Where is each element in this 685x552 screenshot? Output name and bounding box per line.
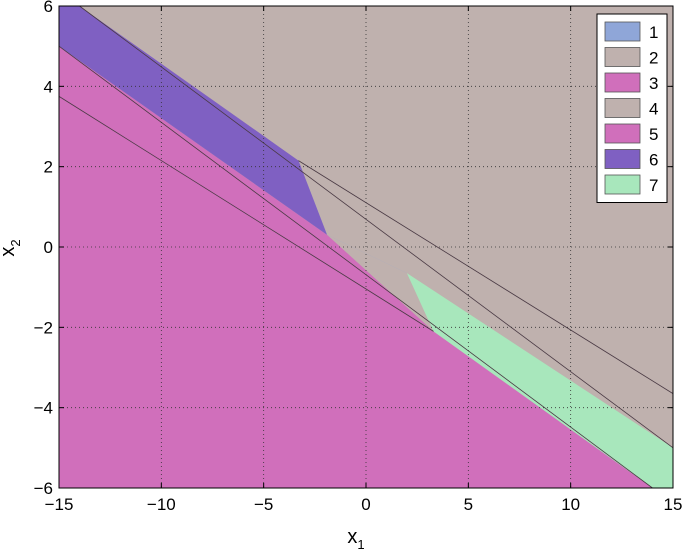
legend-label-5: 5 bbox=[649, 125, 658, 144]
y-tick-label: 2 bbox=[44, 158, 53, 177]
legend-swatch-1 bbox=[604, 21, 641, 42]
y-tick-label: 4 bbox=[44, 77, 53, 96]
legend-swatch-5 bbox=[604, 123, 641, 144]
region-6 bbox=[59, 6, 328, 235]
legend-swatch-2 bbox=[604, 47, 641, 67]
legend-swatch-4 bbox=[604, 98, 641, 118]
region-7 bbox=[406, 273, 673, 488]
x-tick-label: 15 bbox=[664, 495, 683, 514]
x-axis-label: x1 bbox=[347, 526, 364, 552]
y-axis-label-subscript: 2 bbox=[8, 239, 23, 246]
legend-label-7: 7 bbox=[649, 176, 658, 195]
legend-swatch-3 bbox=[604, 72, 641, 93]
legend-label-3: 3 bbox=[649, 74, 658, 93]
x-tick-label: 5 bbox=[464, 495, 473, 514]
y-tick-label: 6 bbox=[44, 0, 53, 16]
boundary-lines-layer bbox=[58, 5, 674, 489]
y-axis-label: x2 bbox=[0, 239, 23, 256]
legend: 1 2 3 4 5 6 7 bbox=[596, 13, 668, 203]
grid-layer bbox=[59, 6, 673, 488]
legend-label-2: 2 bbox=[649, 49, 658, 68]
x-tick-label: −10 bbox=[147, 495, 176, 514]
x-tick-label: −5 bbox=[254, 495, 273, 514]
y-tick-label: 0 bbox=[44, 238, 53, 257]
x-axis-label-subscript: 1 bbox=[357, 537, 364, 552]
legend-swatch-6 bbox=[604, 149, 641, 169]
y-tick-label: −4 bbox=[34, 399, 53, 418]
legend-label-4: 4 bbox=[649, 100, 658, 119]
x-tick-label: −15 bbox=[45, 495, 74, 514]
x-tick-label: 0 bbox=[361, 495, 370, 514]
boundary-line-4 bbox=[58, 45, 653, 489]
legend-label-6: 6 bbox=[649, 151, 658, 170]
y-tick-label: −2 bbox=[34, 318, 53, 337]
legend-swatch-7 bbox=[604, 174, 641, 195]
boundary-line-2 bbox=[298, 160, 674, 394]
legend-label-1: 1 bbox=[649, 23, 658, 42]
y-tick-label: −6 bbox=[34, 479, 53, 498]
boundary-line-3 bbox=[79, 5, 674, 449]
boundary-line-1 bbox=[58, 96, 434, 332]
x-tick-label: 10 bbox=[561, 495, 580, 514]
